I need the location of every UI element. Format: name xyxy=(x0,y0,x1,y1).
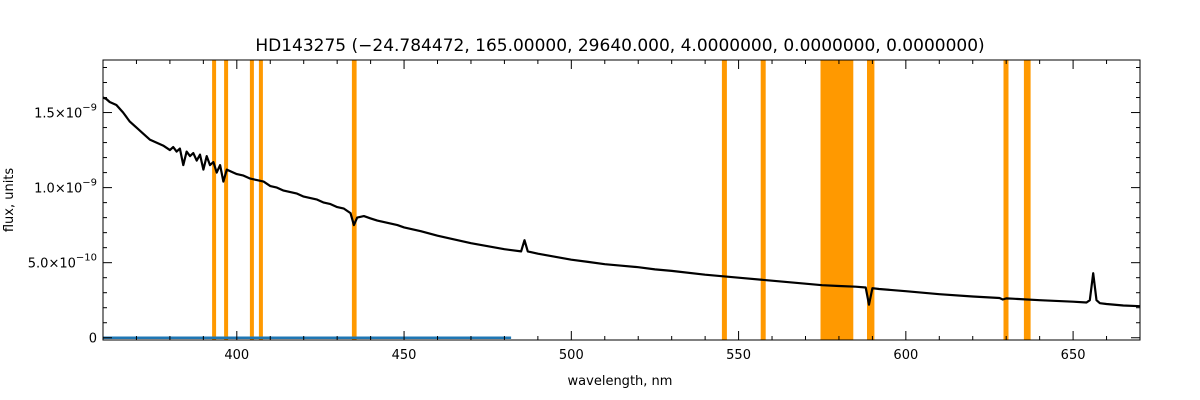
masked-band-10 xyxy=(1023,60,1031,340)
x-axis-label: wavelength, nm xyxy=(568,374,673,389)
y-tick-label-0: 0 xyxy=(89,332,97,347)
plot-frame xyxy=(102,59,1141,341)
flux-series xyxy=(102,96,1141,339)
y-axis-label: flux, units xyxy=(2,168,17,233)
x-tick-label-650: 650 xyxy=(1061,348,1086,363)
masked-band-6 xyxy=(760,60,766,340)
masked-band-9 xyxy=(1003,60,1009,340)
x-tick-label-400: 400 xyxy=(224,348,249,363)
chart-title: HD143275 (−24.784472, 165.00000, 29640.0… xyxy=(255,36,984,56)
x-tick-label-500: 500 xyxy=(559,348,584,363)
series-line-0 xyxy=(102,96,1141,308)
x-tick-label-600: 600 xyxy=(893,348,918,363)
masked-band-5 xyxy=(721,60,727,340)
masked-band-2 xyxy=(249,60,254,340)
masked-band-4 xyxy=(351,60,357,340)
masked-bands xyxy=(212,60,1031,340)
masked-band-7 xyxy=(820,60,854,340)
y-tick-label-2: 1.0×10−9 xyxy=(34,178,97,197)
x-tick-label-550: 550 xyxy=(726,348,751,363)
y-axis: 0 5.0×10−10 1.0×10−9 1.5×10−9 xyxy=(28,67,1140,347)
masked-band-1 xyxy=(224,60,229,340)
x-tick-label-450: 450 xyxy=(392,348,417,363)
masked-band-8 xyxy=(867,60,875,340)
masked-band-3 xyxy=(258,60,263,340)
y-tick-label-1: 5.0×10−10 xyxy=(28,253,97,272)
y-tick-label-3: 1.5×10−9 xyxy=(34,103,97,122)
masked-band-0 xyxy=(212,60,217,340)
x-axis: 400 450 500 550 600 650 xyxy=(102,60,1141,363)
